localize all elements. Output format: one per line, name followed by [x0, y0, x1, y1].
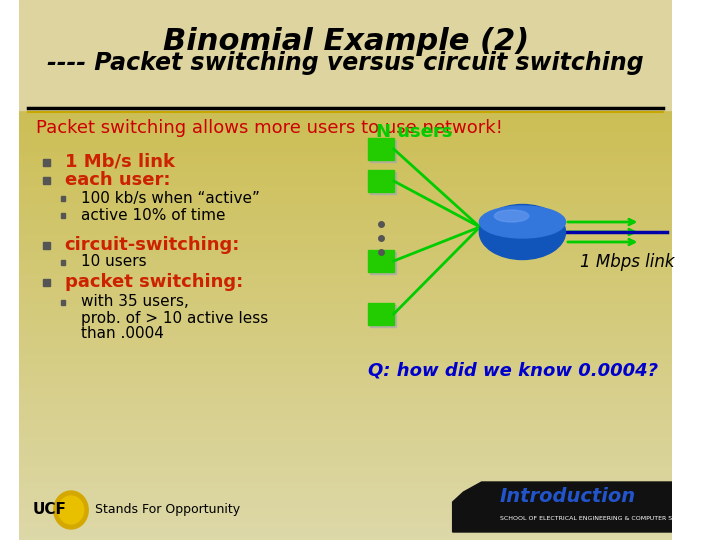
Text: 10 users: 10 users	[81, 254, 147, 269]
Text: 1 Mb/s link: 1 Mb/s link	[65, 153, 175, 171]
Bar	[370, 252, 395, 274]
Bar	[370, 305, 395, 327]
Text: Packet switching allows more users to use network!: Packet switching allows more users to us…	[35, 119, 503, 137]
Ellipse shape	[480, 205, 565, 260]
Bar	[60, 300, 65, 305]
Text: Stands For Opportunity: Stands For Opportunity	[96, 503, 240, 516]
Circle shape	[54, 491, 89, 529]
Bar	[369, 170, 394, 192]
Bar	[60, 213, 65, 218]
Text: 100 kb/s when “active”: 100 kb/s when “active”	[81, 191, 260, 206]
Bar	[19, 0, 672, 110]
Text: circuit-switching:: circuit-switching:	[65, 236, 240, 254]
Text: Q: how did we know 0.0004?: Q: how did we know 0.0004?	[369, 361, 659, 379]
Text: 1 Mbps link: 1 Mbps link	[580, 253, 674, 271]
Bar	[369, 250, 394, 272]
Text: ---- Packet switching versus circuit switching: ---- Packet switching versus circuit swi…	[48, 51, 644, 75]
Text: Introduction: Introduction	[500, 488, 636, 507]
Bar	[43, 279, 50, 286]
Text: active 10% of time: active 10% of time	[81, 207, 225, 222]
Ellipse shape	[480, 206, 565, 238]
Bar	[43, 177, 50, 184]
Text: UCF: UCF	[33, 503, 67, 517]
Text: prob. of > 10 active less: prob. of > 10 active less	[81, 310, 269, 326]
Bar	[60, 260, 65, 265]
Polygon shape	[453, 482, 672, 532]
Bar	[43, 241, 50, 248]
Circle shape	[58, 496, 84, 524]
Text: each user:: each user:	[65, 171, 170, 189]
Bar	[60, 195, 65, 200]
Bar	[370, 140, 395, 162]
Bar	[369, 303, 394, 325]
Bar	[370, 172, 395, 194]
Text: Binomial Example (2): Binomial Example (2)	[163, 27, 528, 56]
Text: than .0004: than .0004	[81, 327, 164, 341]
Bar	[369, 138, 394, 160]
Text: SCHOOL OF ELECTRICAL ENGINEERING & COMPUTER SCIENCE: SCHOOL OF ELECTRICAL ENGINEERING & COMPU…	[500, 516, 695, 521]
Bar	[43, 159, 50, 165]
Text: packet switching:: packet switching:	[65, 273, 243, 291]
Ellipse shape	[495, 210, 528, 222]
Text: with 35 users,: with 35 users,	[81, 294, 189, 309]
Text: N users: N users	[376, 123, 452, 141]
